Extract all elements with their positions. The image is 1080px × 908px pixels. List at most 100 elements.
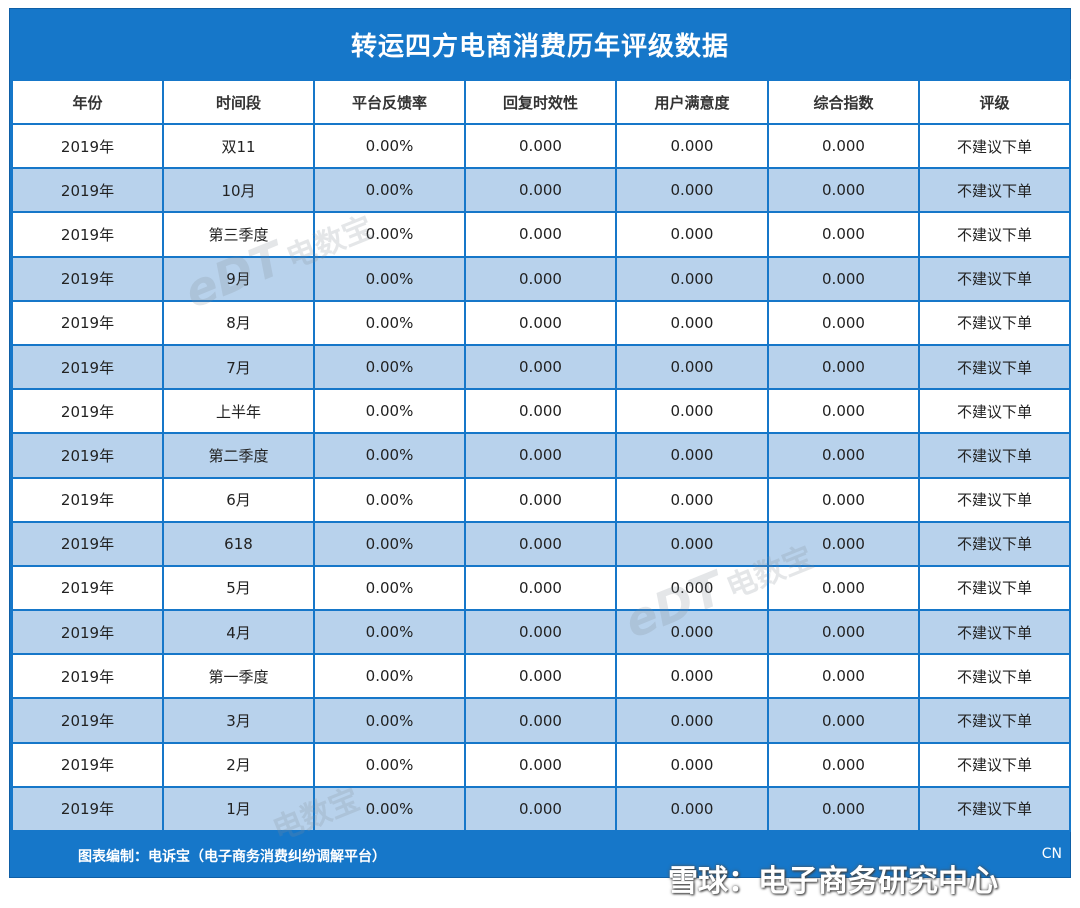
cell-composite-index: 0.000 [767,432,920,479]
cell-year: 2019年 [11,785,164,833]
cell-year: 2019年 [11,211,164,258]
cell-year: 2019年 [11,343,164,391]
cell-response-timeliness: 0.000 [464,564,617,612]
cell-composite-index: 0.000 [767,388,920,435]
cell-period: 8月 [162,299,315,346]
cell-user-satisfaction: 0.000 [615,122,769,170]
cell-response-timeliness: 0.000 [464,609,617,656]
cell-response-timeliness: 0.000 [464,122,617,170]
site-suffix: CN [1041,846,1062,862]
cell-composite-index: 0.000 [767,476,920,523]
cell-rating: 不建议下单 [918,785,1071,833]
cell-rating: 不建议下单 [918,211,1071,258]
cell-feedback-rate: 0.00% [313,432,466,479]
cell-composite-index: 0.000 [767,122,920,170]
cell-response-timeliness: 0.000 [464,255,617,302]
cell-rating: 不建议下单 [918,741,1071,788]
cell-composite-index: 0.000 [767,785,920,833]
cell-user-satisfaction: 0.000 [615,255,769,302]
cell-response-timeliness: 0.000 [464,653,617,700]
cell-feedback-rate: 0.00% [313,609,466,656]
cell-period: 双11 [162,122,315,170]
table-row: 2019年 2月 0.00% 0.000 0.000 0.000 不建议下单 [11,741,1071,788]
cell-user-satisfaction: 0.000 [615,299,769,346]
cell-composite-index: 0.000 [767,211,920,258]
cell-composite-index: 0.000 [767,741,920,788]
cell-year: 2019年 [11,609,164,656]
cell-user-satisfaction: 0.000 [615,432,769,479]
cell-period: 上半年 [162,388,315,435]
cell-year: 2019年 [11,564,164,612]
cell-period: 7月 [162,343,315,391]
cell-year: 2019年 [11,432,164,479]
rating-table-frame: 转运四方电商消费历年评级数据 年份 时间段 平台反馈率 回复时效性 用户满意度 … [9,8,1071,878]
cell-feedback-rate: 0.00% [313,167,466,214]
cell-response-timeliness: 0.000 [464,343,617,391]
cell-feedback-rate: 0.00% [313,299,466,346]
cell-period: 5月 [162,564,315,612]
cell-response-timeliness: 0.000 [464,476,617,523]
cell-rating: 不建议下单 [918,520,1071,567]
cell-composite-index: 0.000 [767,697,920,744]
cell-year: 2019年 [11,255,164,302]
table-row: 2019年 8月 0.00% 0.000 0.000 0.000 不建议下单 [11,299,1071,346]
cell-user-satisfaction: 0.000 [615,343,769,391]
cell-rating: 不建议下单 [918,476,1071,523]
cell-period: 10月 [162,167,315,214]
cell-period: 3月 [162,697,315,744]
column-header-response-timeliness: 回复时效性 [464,79,617,125]
cell-feedback-rate: 0.00% [313,653,466,700]
cell-feedback-rate: 0.00% [313,122,466,170]
table-row: 2019年 7月 0.00% 0.000 0.000 0.000 不建议下单 [11,343,1071,391]
cell-composite-index: 0.000 [767,255,920,302]
cell-year: 2019年 [11,741,164,788]
cell-response-timeliness: 0.000 [464,432,617,479]
cell-user-satisfaction: 0.000 [615,520,769,567]
source-overlay-brand: 雪球：电子商务研究中心 [668,864,998,899]
table-row: 2019年 4月 0.00% 0.000 0.000 0.000 不建议下单 [11,609,1071,656]
column-header-composite-index: 综合指数 [767,79,920,125]
cell-composite-index: 0.000 [767,653,920,700]
cell-response-timeliness: 0.000 [464,211,617,258]
cell-rating: 不建议下单 [918,299,1071,346]
table-row: 2019年 5月 0.00% 0.000 0.000 0.000 不建议下单 [11,564,1071,612]
cell-period: 第三季度 [162,211,315,258]
cell-feedback-rate: 0.00% [313,564,466,612]
cell-rating: 不建议下单 [918,122,1071,170]
cell-rating: 不建议下单 [918,388,1071,435]
cell-user-satisfaction: 0.000 [615,741,769,788]
table-row: 2019年 第三季度 0.00% 0.000 0.000 0.000 不建议下单 [11,211,1071,258]
cell-feedback-rate: 0.00% [313,211,466,258]
cell-user-satisfaction: 0.000 [615,167,769,214]
cell-feedback-rate: 0.00% [313,388,466,435]
cell-feedback-rate: 0.00% [313,255,466,302]
cell-rating: 不建议下单 [918,432,1071,479]
cell-feedback-rate: 0.00% [313,343,466,391]
cell-feedback-rate: 0.00% [313,697,466,744]
cell-composite-index: 0.000 [767,343,920,391]
table-row: 2019年 618 0.00% 0.000 0.000 0.000 不建议下单 [11,520,1071,567]
column-header-year: 年份 [11,79,164,125]
table-body: 2019年 双11 0.00% 0.000 0.000 0.000 不建议下单 2019年 10… [11,122,1071,833]
cell-year: 2019年 [11,388,164,435]
rating-table: 年份 时间段 平台反馈率 回复时效性 用户满意度 综合指数 评级 2019年 双1… [11,79,1071,833]
cell-composite-index: 0.000 [767,299,920,346]
cell-rating: 不建议下单 [918,255,1071,302]
cell-response-timeliness: 0.000 [464,388,617,435]
cell-response-timeliness: 0.000 [464,299,617,346]
cell-response-timeliness: 0.000 [464,785,617,833]
cell-period: 第二季度 [162,432,315,479]
table-footer: 图表编制：电诉宝（电子商务消费纠纷调解平台） CN [10,831,1070,879]
cell-rating: 不建议下单 [918,343,1071,391]
cell-period: 9月 [162,255,315,302]
table-row: 2019年 1月 0.00% 0.000 0.000 0.000 不建议下单 [11,785,1071,833]
cell-user-satisfaction: 0.000 [615,211,769,258]
cell-user-satisfaction: 0.000 [615,564,769,612]
table-row: 2019年 上半年 0.00% 0.000 0.000 0.000 不建议下单 [11,388,1071,435]
cell-user-satisfaction: 0.000 [615,388,769,435]
cell-year: 2019年 [11,653,164,700]
column-header-period: 时间段 [162,79,315,125]
cell-composite-index: 0.000 [767,167,920,214]
cell-response-timeliness: 0.000 [464,520,617,567]
cell-rating: 不建议下单 [918,697,1071,744]
